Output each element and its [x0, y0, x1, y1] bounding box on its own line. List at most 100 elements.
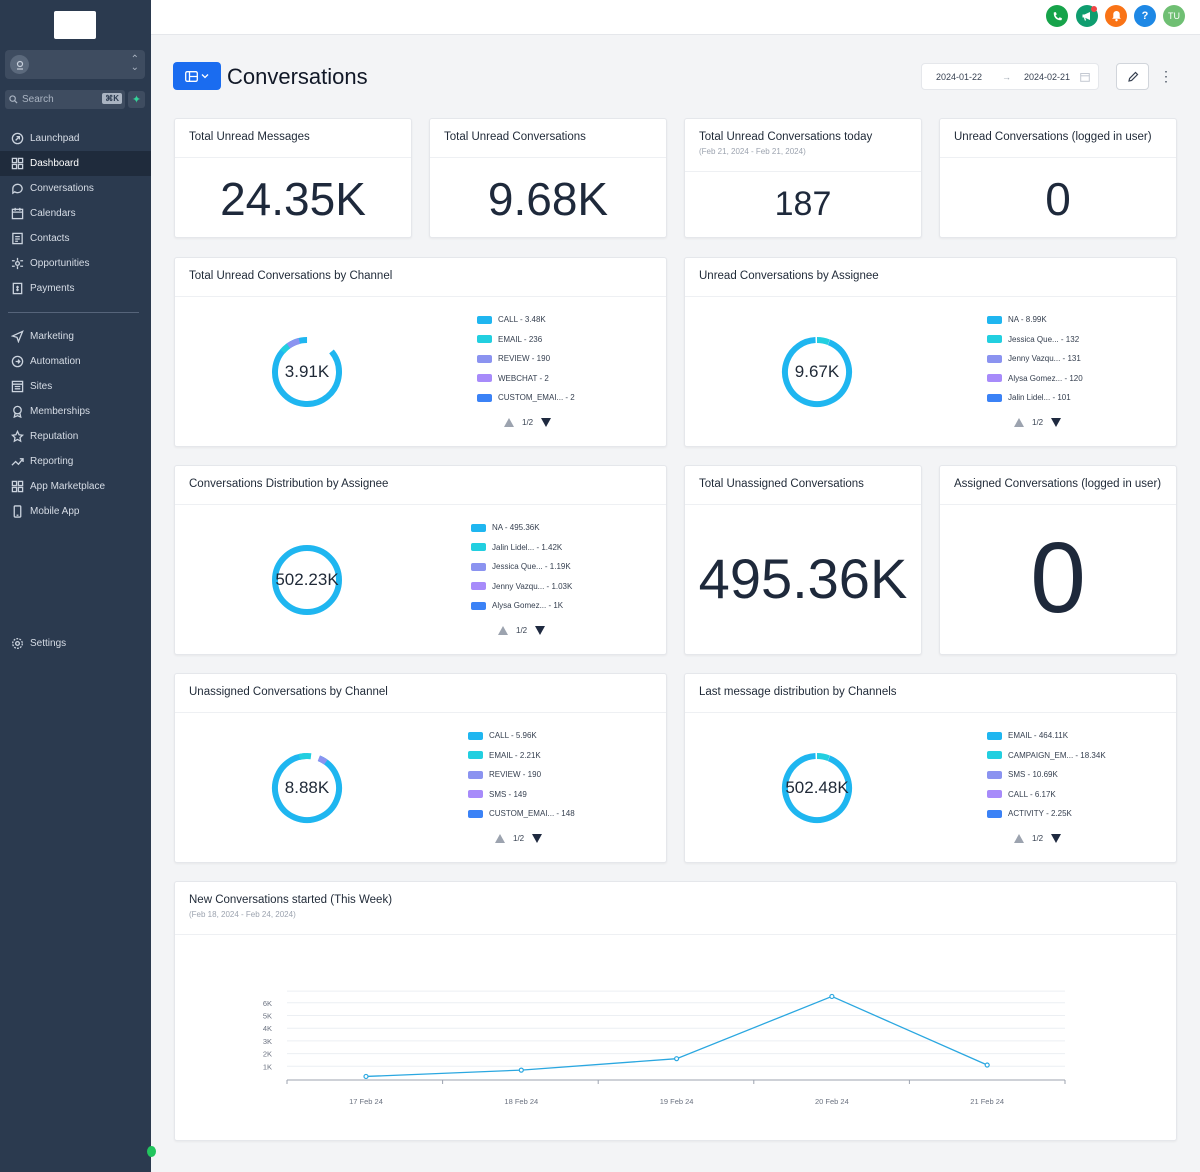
page-prev-icon[interactable] [1014, 834, 1024, 843]
sidebar-item-reporting[interactable]: Reporting [0, 449, 151, 474]
date-start[interactable]: 2024-01-22 [936, 71, 983, 82]
donut-slice[interactable] [782, 337, 852, 407]
bell-icon [1111, 10, 1121, 22]
sidebar-item-opportunities[interactable]: Opportunities [0, 251, 151, 276]
announcements-button[interactable] [1076, 5, 1098, 27]
card-header: Total Unread Conversations today (Feb 21… [685, 119, 921, 172]
account-switcher[interactable]: ⌃ ⌄ [5, 50, 145, 79]
legend-item[interactable]: Jalin Lidel... - 1.42K [471, 538, 572, 558]
legend-item[interactable]: EMAIL - 464.11K [987, 726, 1106, 746]
edit-dashboard-button[interactable] [1116, 63, 1149, 90]
sidebar-item-label: Sites [30, 381, 53, 392]
legend-item[interactable]: NA - 495.36K [471, 518, 572, 538]
page-title: Conversations [227, 64, 368, 89]
date-range-picker[interactable]: 2024-01-22 → 2024-02-21 [921, 63, 1099, 90]
card-title: Total Unassigned Conversations [685, 466, 921, 505]
sidebar-item-label: Payments [30, 283, 75, 294]
legend-item[interactable]: SMS - 149 [468, 785, 575, 805]
page-next-icon[interactable] [1051, 418, 1062, 427]
legend-swatch [987, 315, 1002, 324]
legend-item[interactable]: CALL - 6.17K [987, 785, 1106, 805]
card-title: Unread Conversations (logged in user) [940, 119, 1176, 158]
legend-item[interactable]: EMAIL - 2.21K [468, 746, 575, 766]
page-prev-icon[interactable] [504, 418, 514, 427]
card-subtitle: (Feb 21, 2024 - Feb 21, 2024) [699, 147, 806, 156]
sidebar-item-conversations[interactable]: Conversations [0, 176, 151, 201]
settings-nav: Settings [0, 631, 151, 656]
legend-label: Jalin Lidel... - 101 [1008, 393, 1071, 403]
sidebar-item-contacts[interactable]: Contacts [0, 226, 151, 251]
legend-item[interactable]: REVIEW - 190 [477, 349, 575, 369]
legend-item[interactable]: Jenny Vazqu... - 131 [987, 349, 1083, 369]
legend-item[interactable]: NA - 8.99K [987, 310, 1083, 330]
data-point[interactable] [518, 1067, 524, 1073]
data-point[interactable] [984, 1062, 990, 1068]
user-avatar[interactable]: TU [1163, 5, 1185, 27]
sidebar-item-dashboard[interactable]: Dashboard [0, 151, 151, 176]
donut-slice[interactable] [782, 753, 852, 823]
legend-item[interactable]: Alysa Gomez... - 120 [987, 369, 1083, 389]
page-next-icon[interactable] [535, 626, 546, 635]
legend-item[interactable]: REVIEW - 190 [468, 765, 575, 785]
sidebar-item-mobile-app[interactable]: Mobile App [0, 499, 151, 524]
legend-item[interactable]: Jalin Lidel... - 101 [987, 388, 1083, 408]
legend-item[interactable]: EMAIL - 236 [477, 330, 575, 350]
x-tick-label: 17 Feb 24 [349, 1097, 383, 1106]
sidebar-item-app-marketplace[interactable]: App Marketplace [0, 474, 151, 499]
donut-slice[interactable] [272, 545, 342, 615]
grid-apps-icon [11, 480, 24, 493]
notifications-button[interactable] [1105, 5, 1127, 27]
date-end[interactable]: 2024-02-21 [1024, 71, 1071, 82]
donut-slice[interactable] [775, 330, 858, 413]
sidebar-item-memberships[interactable]: Memberships [0, 399, 151, 424]
donut-slice[interactable] [272, 753, 342, 823]
sidebar-item-payments[interactable]: Payments [0, 276, 151, 301]
legend-item[interactable]: Jenny Vazqu... - 1.03K [471, 577, 572, 597]
legend-item[interactable]: Jessica Que... - 1.19K [471, 557, 572, 577]
data-point[interactable] [674, 1056, 680, 1062]
legend-item[interactable]: CALL - 5.96K [468, 726, 575, 746]
legend-item[interactable]: CALL - 3.48K [477, 310, 575, 330]
sidebar-item-label: Mobile App [30, 506, 80, 517]
donut-slice[interactable] [775, 746, 858, 829]
sidebar-item-label: App Marketplace [30, 481, 106, 492]
legend-swatch [468, 731, 483, 740]
legend-item[interactable]: CAMPAIGN_EM... - 18.34K [987, 746, 1106, 766]
x-tick-label: 19 Feb 24 [660, 1097, 694, 1106]
legend-item[interactable]: SMS - 10.69K [987, 765, 1106, 785]
sidebar-item-settings[interactable]: Settings [0, 631, 151, 656]
sidebar-item-calendars[interactable]: Calendars [0, 201, 151, 226]
sidebar-item-marketing[interactable]: Marketing [0, 324, 151, 349]
legend-item[interactable]: CUSTOM_EMAI... - 148 [468, 804, 575, 824]
legend-item[interactable]: ACTIVITY - 2.25K [987, 804, 1106, 824]
phone-button[interactable] [1046, 5, 1068, 27]
ai-sparkle-button[interactable]: ✦ [128, 91, 145, 108]
page-prev-icon[interactable] [1014, 418, 1024, 427]
data-point[interactable] [829, 993, 835, 1000]
legend-item[interactable]: Alysa Gomez... - 1K [471, 596, 572, 616]
page-indicator: 1/2 [522, 418, 534, 427]
legend-item[interactable]: Jessica Que... - 132 [987, 330, 1083, 350]
sidebar-item-reputation[interactable]: Reputation [0, 424, 151, 449]
legend-item[interactable]: CUSTOM_EMAI... - 2 [477, 388, 575, 408]
rocket-icon [11, 132, 24, 145]
legend-item[interactable]: WEBCHAT - 2 [477, 369, 575, 389]
sidebar-item-sites[interactable]: Sites [0, 374, 151, 399]
chart-legend: EMAIL - 464.11K CAMPAIGN_EM... - 18.34K SM… [987, 726, 1106, 824]
legend-label: EMAIL - 2.21K [489, 750, 541, 760]
legend-swatch [987, 790, 1002, 799]
page-prev-icon[interactable] [495, 834, 505, 843]
view-switcher-button[interactable] [173, 62, 221, 90]
data-point[interactable] [363, 1073, 369, 1080]
sidebar-item-automation[interactable]: Automation [0, 349, 151, 374]
more-options-button[interactable]: ⋮ [1159, 68, 1173, 84]
page-prev-icon[interactable] [498, 626, 508, 635]
page-next-icon[interactable] [532, 834, 543, 843]
company-logo[interactable] [54, 11, 96, 39]
help-button[interactable]: ? [1134, 5, 1156, 27]
page-next-icon[interactable] [541, 418, 552, 427]
search-input[interactable]: Search ⌘K [5, 90, 125, 109]
page-next-icon[interactable] [1051, 834, 1062, 843]
top-bar: ? TU [151, 0, 1200, 35]
sidebar-item-launchpad[interactable]: Launchpad [0, 126, 151, 151]
